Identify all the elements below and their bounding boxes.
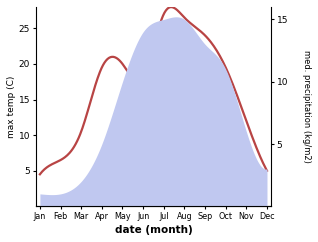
Y-axis label: max temp (C): max temp (C): [7, 76, 16, 138]
Y-axis label: med. precipitation (kg/m2): med. precipitation (kg/m2): [302, 50, 311, 163]
X-axis label: date (month): date (month): [114, 225, 192, 235]
